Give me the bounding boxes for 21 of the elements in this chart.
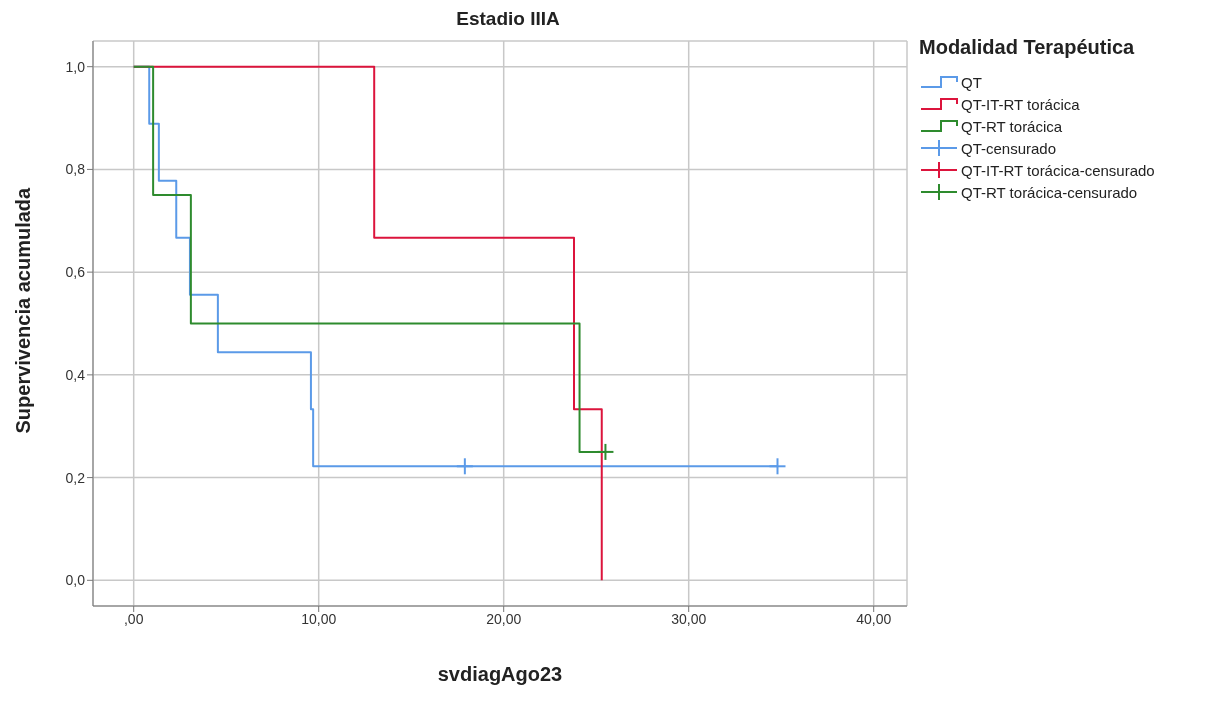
x-axis-title: svdiagAgo23 [437,663,563,685]
x-tick-label: 20,00 [486,610,522,627]
x-tick-label: 30,00 [671,610,707,627]
legend-label: QT-IT-RT torácica [961,95,1080,113]
legend-label: QT-IT-RT torácica-censurado [961,161,1155,179]
chart-title: Estadio IIIA [455,8,561,31]
legend-label: QT-censurado [961,139,1057,157]
x-tick-label: ,00 [123,610,144,627]
y-axis-title: Supervivencia acumulada [12,186,35,434]
y-tick-label: 0,6 [65,264,86,281]
x-tick-label: 40,00 [856,610,892,627]
x-tick-label: 10,00 [301,610,337,627]
legend-label: QT-RT torácica-censurado [961,183,1138,201]
legend-label: QT-RT torácica [961,117,1063,135]
legend-title: Modalidad Terapéutica [919,36,1136,59]
y-tick-label: 0,4 [65,366,86,383]
y-tick-label: 0,2 [65,469,86,486]
y-tick-label: 1,0 [65,58,86,75]
legend-label: QT [961,73,982,91]
y-tick-label: 0,8 [65,161,86,178]
y-tick-label: 0,0 [65,572,86,589]
